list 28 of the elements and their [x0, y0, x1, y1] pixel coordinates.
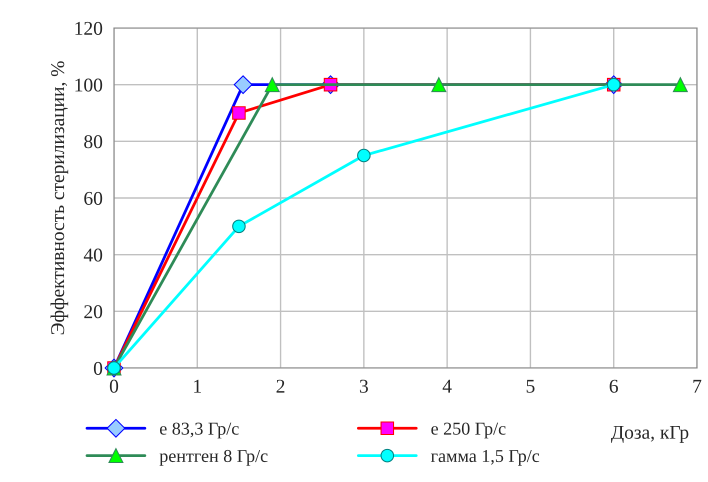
- y-tick-label: 100: [75, 78, 102, 92]
- point: [232, 220, 246, 234]
- x-tick-label: 7: [693, 380, 702, 393]
- x-tick-label: 5: [526, 380, 535, 393]
- y-tick-label: 40: [84, 248, 102, 262]
- y-tick-label: 80: [84, 135, 102, 148]
- x-tick-label: 3: [360, 380, 368, 393]
- y-tick-label: 20: [84, 305, 102, 318]
- x-axis-title: Доза, кГр: [611, 426, 688, 443]
- y-axis-title: Эффективность стерилизации, %: [50, 61, 68, 334]
- x-tick-label: 2: [276, 380, 284, 393]
- point: [264, 77, 280, 92]
- x-tick-label: 0: [110, 380, 118, 393]
- legend-label: рентген 8 Гр/с: [160, 450, 268, 466]
- y-tick-label: 120: [75, 22, 102, 35]
- legend-label: е 83,3 Гр/с: [160, 422, 239, 438]
- y-tick-label: 60: [84, 192, 102, 205]
- point: [672, 77, 688, 92]
- legend-label: е 250 Гр/с: [431, 422, 506, 438]
- point: [234, 75, 252, 94]
- point: [357, 148, 371, 162]
- y-tick-label: 0: [94, 362, 102, 375]
- point: [431, 77, 446, 92]
- x-tick-label: 6: [610, 380, 618, 393]
- x-tick-label: 1: [194, 380, 201, 393]
- point: [232, 106, 246, 120]
- legend-label: гамма 1,5 Гр/с: [430, 450, 540, 466]
- x-tick-label: 4: [442, 380, 452, 393]
